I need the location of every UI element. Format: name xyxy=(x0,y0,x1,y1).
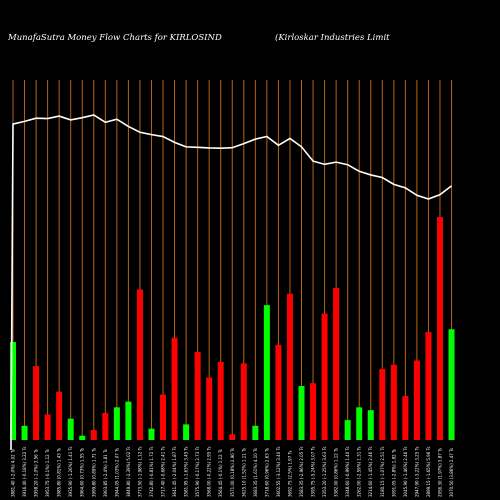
x-tick-label: 3571.00 (0.18%) 2.96 Ts xyxy=(230,448,235,497)
flow-bar xyxy=(333,288,340,440)
flow-bar xyxy=(113,407,120,440)
x-tick-label: 3395.75 (-5.24%) 3.07 Ts xyxy=(311,447,316,497)
flow-bar xyxy=(252,425,259,440)
x-tick-label: 3742.80 (-0.81%) 1.72 Ts xyxy=(149,447,154,497)
flow-bar xyxy=(286,293,293,440)
x-tick-label: 3091.05 (-2.8%) 1.82 Ts xyxy=(391,449,396,497)
x-tick-label: 3773.50 (-1.98%) 1.12 Ts xyxy=(137,447,142,497)
flow-bar xyxy=(183,424,190,440)
x-tick-label: 2956.30 (1.97%) 3.87 Ts xyxy=(437,448,442,497)
x-tick-label: 3581.95 (-1.63%) 3.45 Ts xyxy=(184,447,189,497)
x-tick-label: 3641.45 (-2.04%) 1.87 Ts xyxy=(172,447,177,497)
flow-bar xyxy=(160,394,167,440)
flow-bar xyxy=(379,369,386,440)
x-tick-label: 3070.50 (3.86%) 2.47 Ts xyxy=(449,448,454,497)
flow-bar xyxy=(148,428,155,440)
flow-bar xyxy=(321,313,328,440)
x-tick-label: 3045.90 (-1.46%) 2.46 Ts xyxy=(403,447,408,497)
flow-bar xyxy=(390,364,397,440)
x-tick-label: 3849.80 (-2.39%) 5.02 Ts xyxy=(126,447,131,497)
flow-bar xyxy=(194,351,201,440)
x-tick-label: 2947.90 (-3.22%) 3.25 Ts xyxy=(414,447,419,497)
x-tick-label: 3575.90 (-0.17%) 2.73 Ts xyxy=(195,447,200,497)
x-tick-label: 3214.60 (-1.45%) 2.46 Ts xyxy=(368,447,373,497)
flow-bar xyxy=(21,425,28,440)
price-line xyxy=(10,114,453,451)
x-tick-label: 3964.60 (0.73%) 1.55 Ts xyxy=(80,448,85,497)
flow-bar xyxy=(206,377,213,440)
company-name: (Kirloskar Industries Limit xyxy=(275,32,390,43)
x-tick-label: 3958.20 (-1.0%) 3.56 Ts xyxy=(34,449,39,497)
flow-bar xyxy=(275,344,282,440)
price-line-path xyxy=(10,114,453,451)
x-tick-label: 3953.75 (-0.1%) 1.12 Ts xyxy=(45,449,50,497)
x-tick-label: 3881.40 (-2.0%) 4.02 Ts xyxy=(11,449,16,497)
flow-bar xyxy=(56,391,63,440)
x-tick-label: 3916.40 (-0.18%) 3.22 Ts xyxy=(22,447,27,497)
x-tick-label: 3683.35 (1.61%) 4.10 Ts xyxy=(253,448,258,497)
x-tick-label: 3985.80 (0.81%) 1.43 Ts xyxy=(57,448,62,497)
flow-bar xyxy=(402,395,409,440)
x-tick-label: 3348.60 (-0.99%) 1.40 Ts xyxy=(345,447,350,497)
flow-bar xyxy=(10,342,16,440)
x-tick-label: 3903.85 (-2.4%) 1.81 Ts xyxy=(103,449,108,497)
x-axis-labels: 3881.40 (-2.0%) 4.02 Ts 3916.40 (-0.18%) … xyxy=(11,447,455,497)
flow-bar xyxy=(33,366,40,440)
x-tick-label: 3935.90 (-1.26%) 1.41 Ts xyxy=(68,447,73,497)
x-tick-label: 2899.15 (-1.65%) 5.96 Ts xyxy=(426,447,431,497)
flow-bar xyxy=(90,430,97,440)
x-tick-label: 3564.45 (-0.1%) 1.12 Ts xyxy=(218,449,223,497)
flow-bar xyxy=(102,413,109,440)
chart-title: MunafaSutra Money Flow Charts for KIRLOS… xyxy=(7,33,222,43)
x-tick-label: 3353.20 (-1.25%) 3.63 Ts xyxy=(322,447,327,497)
x-tick-label: 3180.15 (-1.07%) 2.51 Ts xyxy=(380,447,385,497)
flow-bar xyxy=(217,361,224,440)
flow-bar xyxy=(125,401,132,440)
x-tick-label: 3262.00 (-2.59%) 1.31 Ts xyxy=(357,447,362,497)
flow-bar xyxy=(263,305,270,440)
flow-bar xyxy=(425,332,432,440)
flow-bar xyxy=(344,420,351,440)
flow-bar xyxy=(67,418,74,440)
flow-bar xyxy=(367,410,374,440)
x-tick-label: 3583.35 (-2.96%) 2.05 Ts xyxy=(299,447,304,497)
x-tick-label: 3382.00 (0.86%) 1.12 Ts xyxy=(334,448,339,497)
x-tick-label: 3602.55 (-3.12%) 3.40 Ts xyxy=(276,447,281,497)
x-tick-label: 3717.40 (-0.68%) 2.41 Ts xyxy=(161,447,166,497)
flow-bar xyxy=(413,360,420,440)
x-tick-label: 3944.05 (1.03%) 2.07 Ts xyxy=(114,448,119,497)
flow-bar xyxy=(436,217,443,440)
flow-bar xyxy=(79,435,86,440)
x-tick-label: 3999.80 (0.89%) 1.71 Ts xyxy=(91,448,96,497)
x-tick-label: 3692.75 (2.5%) 1.97 Ts xyxy=(287,451,292,497)
flow-bar xyxy=(229,434,236,440)
flow-bar xyxy=(171,337,178,440)
flow-bar xyxy=(136,289,143,440)
flow-bar xyxy=(240,363,247,440)
flow-bar xyxy=(356,407,363,440)
flow-bar xyxy=(298,386,305,440)
flow-bar xyxy=(310,383,317,440)
money-flow-bars xyxy=(10,217,455,440)
flow-bar xyxy=(448,329,455,440)
x-tick-label: 3568.00 (-0.22%) 2.95 Ts xyxy=(207,447,212,497)
flow-bar xyxy=(44,414,51,440)
x-tick-label: 3718.60 (0.96%) 2.63 Ts xyxy=(264,448,269,497)
x-tick-label: 3625.10 (1.52%) 1.11 Ts xyxy=(241,448,246,497)
